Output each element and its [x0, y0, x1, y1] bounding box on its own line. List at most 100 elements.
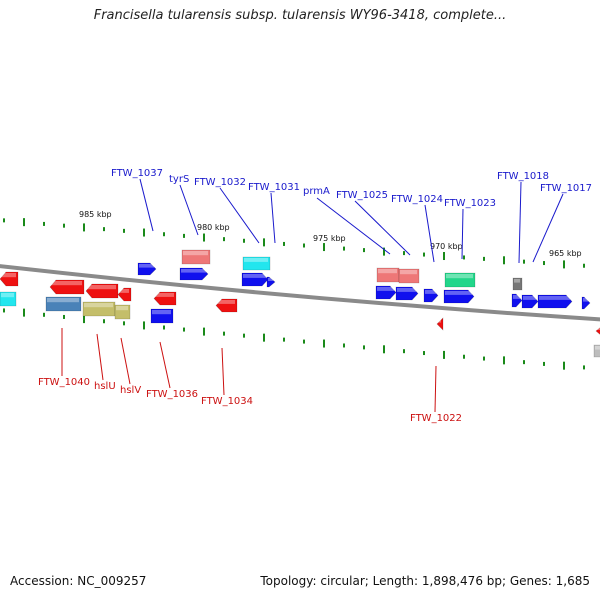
gene-ftw-1022-shine — [438, 319, 441, 323]
kbp-label: 980 kbp — [197, 223, 230, 232]
feature-gray-edge-shine — [595, 346, 600, 350]
reverse-gene-label: FTW_1034 — [201, 396, 253, 407]
forward-leader — [139, 178, 154, 232]
gene-hslu-shine — [87, 285, 116, 290]
gene-tyrs — [179, 267, 209, 281]
forward-leader — [424, 204, 435, 263]
gene-ftw-1036-shine — [155, 293, 174, 297]
gene-hslv — [117, 287, 132, 302]
gene-ftw-1040 — [49, 279, 85, 295]
gene-ftw-1034 — [215, 298, 238, 313]
gene-small-fwd-shine — [268, 278, 273, 281]
reverse-gene-label: FTW_1040 — [38, 377, 90, 388]
forward-leader — [518, 181, 522, 264]
gene-ftw-1022 — [436, 317, 444, 331]
forward-leader — [219, 187, 260, 244]
forward-leader — [316, 197, 391, 255]
gene-edge-fwd-shine — [583, 298, 588, 302]
forward-gene-label: FTW_1024 — [391, 194, 443, 205]
gene-ftw-1023-shine — [445, 291, 472, 295]
kbp-label: 970 kbp — [430, 242, 463, 251]
feature-salmon-1025-shine — [400, 270, 417, 275]
gene-ftw-1023 — [443, 289, 475, 304]
gene-ftw-1017a — [521, 294, 539, 309]
forward-gene-label: FTW_1017 — [540, 183, 592, 194]
gene-ftw-1018-shine — [513, 295, 520, 299]
reverse-gene-label: hslU — [94, 381, 116, 392]
reverse-leader — [221, 347, 225, 396]
gene-ftw-1017-shine — [539, 296, 570, 300]
feature-gray-1018 — [512, 277, 523, 291]
gene-edge-rev-shine — [1, 273, 16, 278]
feature-olive-hslu-shine — [84, 303, 113, 308]
feature-steel-1040 — [45, 296, 82, 312]
gene-ftw-1024-shine — [425, 290, 436, 294]
feature-salmon-prma-shine — [378, 269, 397, 274]
gene-ftw-1018 — [511, 293, 523, 308]
forward-leader — [179, 184, 199, 236]
forward-leader — [532, 193, 564, 263]
gene-small-fwd — [266, 276, 276, 288]
topology-summary: Topology: circular; Length: 1,898,476 bp… — [260, 574, 590, 588]
gene-ftw-1040-shine — [51, 281, 82, 286]
map-title: Francisella tularensis subsp. tularensis… — [93, 8, 507, 23]
gene-ftw-1024 — [423, 288, 439, 303]
feature-steel-1040-shine — [47, 298, 79, 303]
feature-cyan-1032 — [242, 256, 271, 271]
gene-hslu — [85, 283, 119, 299]
kbp-labels: 985 kbp 980 kbp 975 kbp 970 kbp 965 kbp — [79, 210, 582, 258]
forward-gene-label: FTW_1031 — [248, 182, 300, 193]
reverse-gene-label: FTW_1036 — [146, 389, 198, 400]
feature-cyan-1032-shine — [244, 258, 268, 262]
feature-teal-1023 — [444, 272, 476, 288]
forward-gene-label: FTW_1032 — [194, 177, 246, 188]
gene-ftw-1037-shine — [139, 264, 154, 268]
gene-prma-shine — [377, 287, 394, 291]
gene-blue-rev-shine — [152, 310, 171, 315]
forward-gene-label: FTW_1023 — [444, 198, 496, 209]
reverse-leader — [120, 337, 131, 385]
forward-leader — [270, 192, 276, 244]
gene-ftw-1017a-shine — [523, 296, 536, 300]
feature-olive-hslv — [114, 304, 131, 320]
kbp-label: 985 kbp — [79, 210, 112, 219]
gene-blue-rev — [150, 308, 174, 324]
forward-leader — [461, 208, 464, 260]
forward-gene-label: prmA — [303, 186, 330, 197]
features — [0, 249, 600, 358]
gene-ftw-1017 — [537, 294, 573, 309]
gene-prma — [375, 285, 397, 300]
feature-gray-edge — [593, 344, 600, 358]
feature-cyan-edge-shine — [1, 293, 14, 298]
forward-gene-label: FTW_1037 — [111, 168, 163, 179]
gene-ftw-1031-shine — [243, 274, 266, 278]
feature-olive-hslv-shine — [116, 306, 128, 311]
gene-ftw-1031 — [241, 272, 269, 287]
gene-ftw-1025 — [395, 286, 419, 301]
genome-backbone — [0, 264, 600, 322]
gene-ftw-1025-shine — [397, 288, 416, 292]
feature-gray-1018-shine — [514, 279, 520, 283]
reverse-leader — [434, 365, 437, 413]
feature-salmon-tyrs — [181, 249, 211, 265]
kbp-label: 975 kbp — [313, 234, 346, 243]
gene-ftw-1034-shine — [217, 300, 235, 304]
gene-tyrs-shine — [181, 269, 206, 273]
reverse-leader — [96, 333, 104, 381]
forward-gene-label: FTW_1025 — [336, 190, 388, 201]
gene-edge-rev2 — [595, 327, 600, 335]
feature-teal-1023-shine — [446, 274, 473, 279]
forward-gene-label: FTW_1018 — [497, 171, 549, 182]
gene-edge-fwd — [581, 296, 591, 310]
forward-leader — [354, 200, 411, 256]
gene-edge-rev — [0, 271, 19, 287]
accession-text: Accession: NC_009257 — [10, 574, 147, 588]
feature-salmon-1025 — [398, 268, 420, 284]
kbp-label: 965 kbp — [549, 249, 582, 258]
feature-cyan-edge — [0, 291, 17, 307]
reverse-leader — [159, 341, 171, 389]
forward-gene-label: tyrS — [169, 174, 189, 185]
gene-ftw-1037 — [137, 262, 157, 276]
reverse-gene-label: hslV — [120, 385, 141, 396]
